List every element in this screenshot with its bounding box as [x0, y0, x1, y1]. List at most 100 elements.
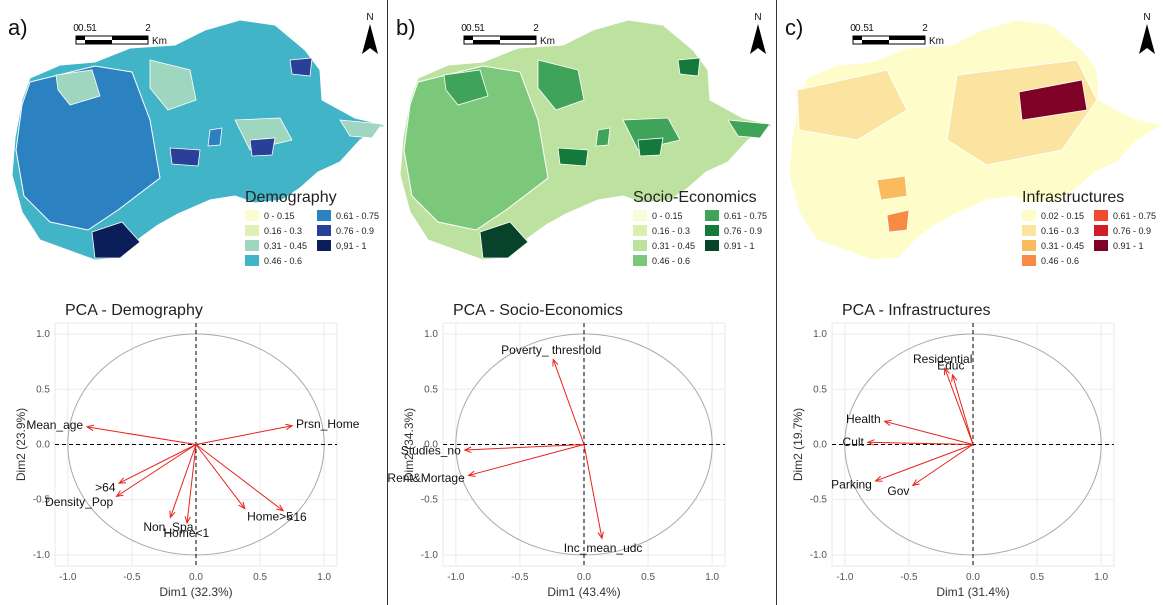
scale-label: 2: [145, 23, 151, 34]
map-region: [339, 119, 383, 139]
map-region: [169, 147, 201, 167]
scale-bar: 0 0.5 1 2Km: [73, 23, 167, 47]
scale-bar-segment: [871, 40, 889, 44]
map-region: [537, 59, 585, 111]
x-tick-label: 0.5: [253, 572, 267, 583]
legend-label: 0.02 - 0.15: [1041, 211, 1084, 221]
x-tick-label: -0.5: [511, 572, 529, 583]
scale-label: 0.5: [78, 23, 92, 34]
loading-arrowhead: [552, 358, 559, 367]
scale-bar: 0 0.5 1 2Km: [850, 23, 944, 47]
north-arrow-icon: [750, 24, 766, 54]
x-tick-label: -1.0: [59, 572, 77, 583]
legend-label: 0.16 - 0.3: [264, 226, 302, 236]
loading-arrowhead: [467, 470, 476, 477]
loading-arrowhead: [874, 475, 883, 482]
loading-label: Density_Pop: [45, 495, 113, 509]
map-region: [289, 57, 313, 77]
loading-arrow: [875, 444, 974, 482]
legend-swatch: [245, 225, 259, 236]
loading-arrowhead: [951, 373, 958, 382]
loading-arrow: [464, 444, 585, 451]
loading-arrowhead: [276, 504, 285, 512]
loading-arrowhead: [866, 439, 875, 446]
loading-arrow: [552, 359, 585, 445]
panel-letter: c): [785, 15, 803, 40]
loading-arrow: [169, 444, 197, 518]
y-tick-label: 1.0: [424, 329, 438, 340]
legend-swatch: [1094, 210, 1108, 221]
loading-label: Poverty_ threshold: [501, 343, 601, 357]
legend-swatch: [633, 240, 647, 251]
loading-arrowhead: [117, 477, 127, 484]
loading-label: Residential: [913, 352, 972, 366]
map-region: [249, 137, 276, 157]
loading-arrowhead: [238, 501, 246, 510]
loading-label: Home>5: [247, 510, 293, 524]
legend-label: 0.91 - 1: [724, 241, 755, 251]
scale-unit-label: Km: [540, 36, 555, 47]
x-tick-label: 0.0: [966, 572, 980, 583]
north-label: N: [366, 12, 373, 23]
legend-swatch: [317, 225, 331, 236]
scale-bar-segment: [500, 36, 536, 40]
loading-arrow: [116, 444, 197, 497]
y-tick-label: 0.5: [36, 384, 50, 395]
panel-letter: b): [396, 15, 416, 40]
legend-label: 0.31 - 0.45: [264, 241, 307, 251]
loading-arrow: [118, 444, 197, 484]
panel-letter: a): [8, 15, 28, 40]
legend-label: 0.31 - 0.45: [652, 241, 695, 251]
legend-title: Infrastructures: [1022, 189, 1124, 206]
loading-label: Inc_mean_udc: [564, 541, 643, 555]
scale-label: 0: [73, 23, 79, 34]
legend-label: 0.31 - 0.45: [1041, 241, 1084, 251]
loading-arrow: [583, 444, 603, 539]
x-tick-label: 0.0: [577, 572, 591, 583]
scale-bar-segment: [94, 40, 112, 44]
legend-label: 0.76 - 0.9: [336, 226, 374, 236]
loading-arrow: [952, 374, 974, 445]
legend-label: 0.46 - 0.6: [264, 256, 302, 266]
pca-plot: -1.0 -1.0 -0.5 -0.5 0.0 0.0 0.5 0.5 1.0 1.0 Mean_a…: [26, 322, 360, 583]
map-region: [149, 59, 197, 111]
map-region: [1018, 79, 1088, 121]
loading-label: Prsn_Home: [296, 417, 360, 431]
scale-bar-segment: [85, 40, 94, 44]
x-tick-label: -1.0: [447, 572, 465, 583]
scale-label: 1: [868, 23, 874, 34]
legend-label: 0.16 - 0.3: [1041, 226, 1079, 236]
loading-arrow: [195, 425, 293, 445]
legend-swatch: [317, 210, 331, 221]
legend-swatch: [705, 225, 719, 236]
legend-swatch: [1022, 225, 1036, 236]
y-tick-label: -1.0: [33, 550, 51, 561]
loading-label: Rent&Mortage: [388, 471, 465, 485]
pca-title: PCA - Demography: [65, 302, 203, 319]
x-tick-label: -1.0: [836, 572, 854, 583]
loading-arrow: [884, 420, 974, 445]
map-region: [15, 65, 161, 231]
loading-arrowhead: [883, 419, 892, 426]
loading-arrow: [468, 444, 585, 476]
map-region: [403, 65, 549, 231]
scale-label: 1: [479, 23, 485, 34]
legend-title: Demography: [245, 189, 337, 206]
loading-arrowhead: [597, 531, 604, 540]
scale-unit-label: Km: [152, 36, 167, 47]
y-tick-label: 0.0: [36, 440, 50, 451]
loading-arrowhead: [943, 367, 950, 376]
map-region: [622, 117, 681, 151]
panel-infrastructures: c) 0 0.5 1 2 Km N Infrastructures 0.02 - 0.15 0.1…: [777, 0, 1163, 605]
map-region: [796, 69, 908, 141]
y-tick-label: 0.5: [813, 384, 827, 395]
x-axis-label: Dim1 (32.3%): [159, 585, 232, 599]
legend-swatch: [705, 240, 719, 251]
scale-label: 0.5: [855, 23, 869, 34]
map-region: [595, 127, 611, 147]
loading-arrowhead: [184, 516, 191, 525]
scale-bar-segment: [889, 36, 925, 40]
